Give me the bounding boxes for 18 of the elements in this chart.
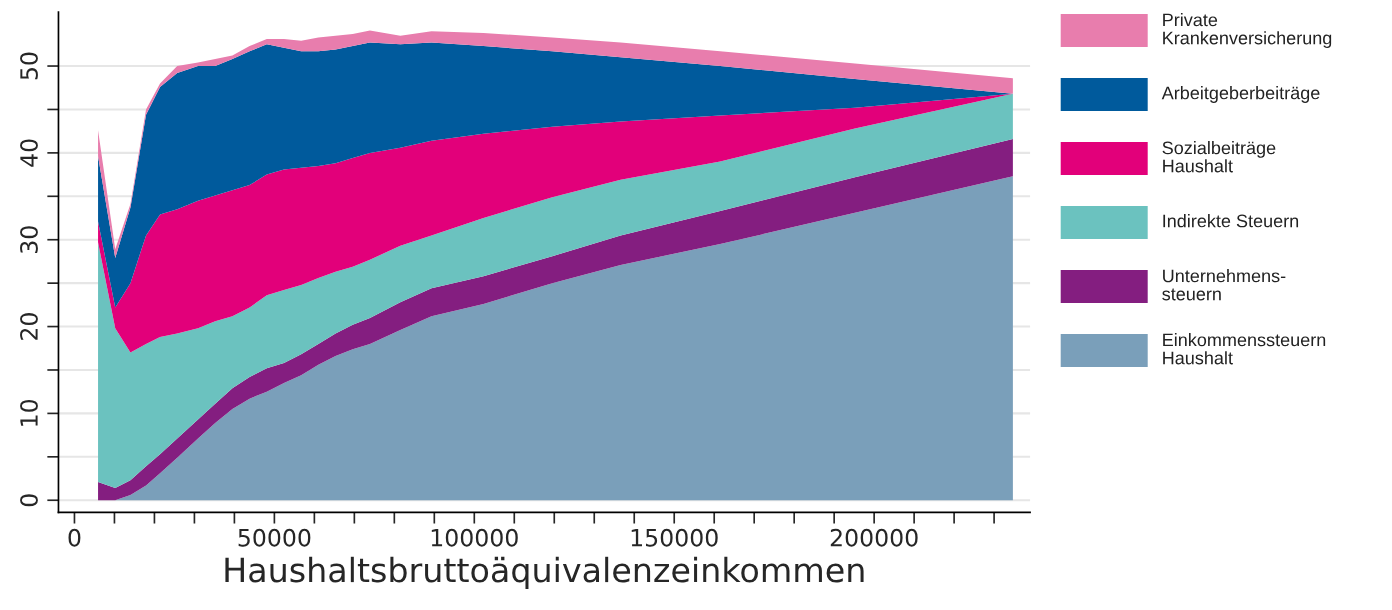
legend-label: Einkommenssteuern Haushalt [1163,333,1326,365]
y-tick-label: 0 [20,494,38,507]
x-tick-label: 0 [68,528,81,547]
y-tick-label: 50 [20,52,38,80]
y-tick-label: 20 [20,313,38,340]
legend-label: Arbeitgeberbeiträge [1161,86,1320,103]
legend-label: Private Krankenversicherung [1163,13,1332,48]
legend-label: Sozialbeiträge Haushalt [1162,141,1276,173]
x-tick-label: 50000 [238,528,311,547]
y-tick-label: 40 [20,139,38,167]
x-tick-label: 200000 [830,528,918,547]
x-tick-label: 150000 [631,528,718,547]
y-tick-label: 10 [20,399,38,426]
legend-label: Indirekte Steuern [1163,214,1299,228]
y-tick-label: 30 [20,226,38,253]
legend-label: Unternehmens- steuern [1162,269,1286,301]
x-axis-title: Haushaltsbruttoäquivalenzeinkommen [225,556,864,590]
x-tick-label: 100000 [431,528,518,547]
